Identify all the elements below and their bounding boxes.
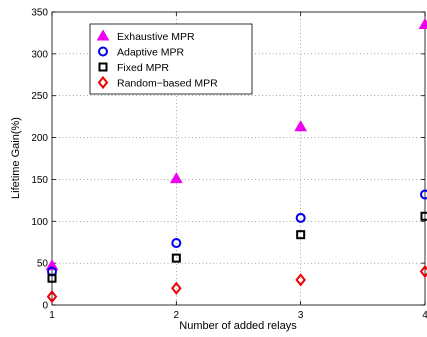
x-tick-label: 2 — [174, 310, 180, 321]
data-point — [420, 189, 427, 200]
legend-marker — [97, 75, 109, 90]
data-point — [46, 290, 58, 304]
data-point — [296, 230, 306, 240]
y-tick-label: 300 — [31, 49, 48, 60]
data-point — [295, 212, 306, 223]
series-0 — [45, 18, 427, 271]
series-1 — [47, 189, 427, 277]
y-tick-label: 100 — [31, 217, 48, 228]
x-tick-label: 3 — [298, 310, 304, 321]
y-tick-label: 250 — [31, 91, 48, 102]
data-point — [295, 273, 306, 287]
legend-marker — [96, 29, 110, 41]
legend-marker — [98, 62, 108, 72]
y-tick-label: 350 — [31, 8, 48, 19]
legend-box — [89, 23, 253, 95]
data-point — [171, 281, 182, 295]
y-tick-label: 200 — [31, 133, 48, 144]
legend-marker — [98, 46, 108, 57]
data-point — [171, 238, 182, 249]
data-point — [420, 211, 427, 221]
data-point — [418, 18, 427, 30]
data-point — [169, 172, 183, 184]
y-tick-label: 150 — [31, 175, 48, 186]
data-point — [45, 259, 59, 271]
legend: Exhaustive MPR Adaptive MPR Fixed MPR Rando… — [89, 23, 253, 95]
data-point — [171, 253, 181, 263]
x-tick-label: 1 — [49, 310, 55, 321]
x-tick-label: 4 — [422, 310, 427, 321]
data-point — [419, 264, 427, 279]
y-axis-label: Lifetime Gain(%) — [10, 117, 22, 199]
y-tick-label: 50 — [37, 259, 49, 270]
y-tick-label: 0 — [42, 301, 48, 312]
data-point — [294, 120, 308, 132]
series-3 — [46, 264, 427, 304]
data-marks — [45, 18, 427, 304]
legend-label: Adaptive MPR — [117, 47, 185, 59]
legend-label: Exhaustive MPR — [117, 31, 195, 43]
legend-label: Fixed MPR — [117, 62, 169, 74]
plot-frame — [51, 11, 426, 306]
data-point — [47, 273, 57, 283]
legend-label: Random−based MPR — [117, 78, 218, 90]
series-2 — [47, 211, 427, 283]
axis-ticks: 1 2 3 4 0 50 100 150 200 250 300 350 — [31, 8, 427, 322]
x-axis-label: Number of added relays — [179, 320, 297, 332]
